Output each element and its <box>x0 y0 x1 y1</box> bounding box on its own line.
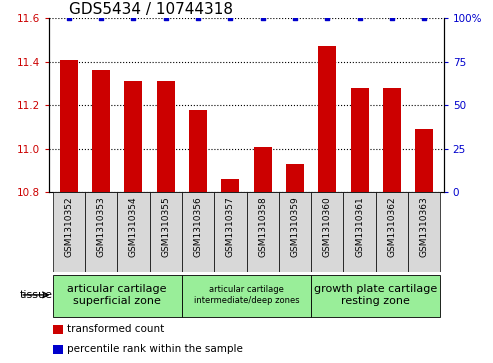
Bar <box>53 325 63 334</box>
Bar <box>182 274 311 317</box>
Point <box>65 15 72 21</box>
Text: GSM1310356: GSM1310356 <box>194 196 203 257</box>
Bar <box>149 192 182 272</box>
Bar <box>311 192 344 272</box>
Bar <box>53 274 182 317</box>
Text: GSM1310357: GSM1310357 <box>226 196 235 257</box>
Text: percentile rank within the sample: percentile rank within the sample <box>67 344 243 354</box>
Point <box>323 15 331 21</box>
Bar <box>92 70 110 192</box>
Bar <box>189 110 207 192</box>
Bar <box>214 192 246 272</box>
Point <box>129 15 137 21</box>
Text: growth plate cartilage
resting zone: growth plate cartilage resting zone <box>314 284 437 306</box>
Text: GSM1310363: GSM1310363 <box>420 196 429 257</box>
Text: GSM1310352: GSM1310352 <box>64 196 73 257</box>
Bar <box>157 81 175 192</box>
Bar <box>85 192 117 272</box>
Bar <box>60 60 77 192</box>
Bar <box>351 88 369 192</box>
Point <box>421 15 428 21</box>
Bar <box>376 192 408 272</box>
Bar <box>254 147 272 192</box>
Text: GSM1310358: GSM1310358 <box>258 196 267 257</box>
Text: GSM1310359: GSM1310359 <box>290 196 299 257</box>
Point <box>97 15 105 21</box>
Text: GSM1310360: GSM1310360 <box>323 196 332 257</box>
Point <box>194 15 202 21</box>
Bar <box>383 88 401 192</box>
Point <box>259 15 267 21</box>
Bar <box>246 192 279 272</box>
Point <box>388 15 396 21</box>
Text: tissue: tissue <box>20 290 53 300</box>
Bar <box>286 164 304 192</box>
Point <box>291 15 299 21</box>
Text: GSM1310354: GSM1310354 <box>129 196 138 257</box>
Bar <box>318 46 336 192</box>
Bar <box>53 344 63 354</box>
Bar <box>182 192 214 272</box>
Text: GSM1310362: GSM1310362 <box>387 196 396 257</box>
Text: transformed count: transformed count <box>67 325 164 334</box>
Bar <box>221 179 239 192</box>
Text: articular cartilage
intermediate/deep zones: articular cartilage intermediate/deep zo… <box>194 285 299 305</box>
Text: articular cartilage
superficial zone: articular cartilage superficial zone <box>68 284 167 306</box>
Text: GSM1310361: GSM1310361 <box>355 196 364 257</box>
Bar <box>279 192 311 272</box>
Bar <box>408 192 440 272</box>
Bar <box>53 192 85 272</box>
Bar <box>416 129 433 192</box>
Point <box>356 15 364 21</box>
Bar <box>311 274 440 317</box>
Bar <box>344 192 376 272</box>
Point <box>226 15 234 21</box>
Bar <box>124 81 142 192</box>
Point <box>162 15 170 21</box>
Text: GSM1310355: GSM1310355 <box>161 196 170 257</box>
Bar <box>117 192 149 272</box>
Text: GDS5434 / 10744318: GDS5434 / 10744318 <box>69 2 233 17</box>
Text: GSM1310353: GSM1310353 <box>97 196 106 257</box>
